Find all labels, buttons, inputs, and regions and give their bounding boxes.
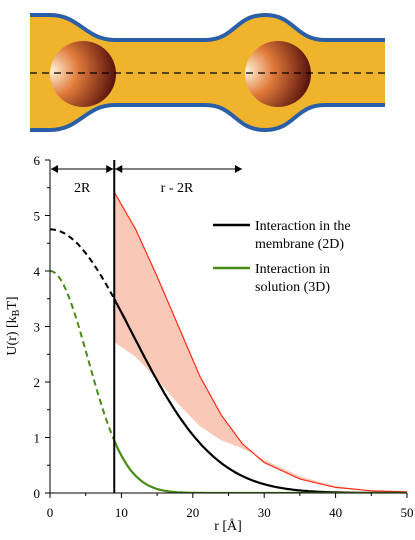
arrow-2r-head-a xyxy=(51,165,58,173)
legend-label-2d: Interaction in the xyxy=(255,219,351,234)
y-tick-label: 3 xyxy=(34,320,41,335)
y-tick-label: 4 xyxy=(34,264,41,279)
x-tick-label: 30 xyxy=(258,505,271,520)
membrane-bottom-edge xyxy=(30,103,385,133)
y-tick-label: 5 xyxy=(34,209,41,224)
y-tick-label: 2 xyxy=(34,375,41,390)
membrane-illustration xyxy=(30,12,385,133)
series-3d-dashed xyxy=(50,270,116,441)
uncertainty-band xyxy=(114,192,407,492)
protein-sphere-right xyxy=(245,41,311,107)
legend-label-3d: solution (3D) xyxy=(255,280,330,295)
y-tick-label: 0 xyxy=(34,486,41,501)
legend-label-2d: membrane (2D) xyxy=(255,237,344,252)
legend-label-3d: Interaction in xyxy=(255,262,330,277)
series-3d-line xyxy=(113,440,407,493)
y-tick-label: 6 xyxy=(34,153,41,168)
arrow-r-minus-2r-head-a xyxy=(115,165,123,173)
x-tick-label: 20 xyxy=(186,505,199,520)
band-upper-edge xyxy=(113,191,407,493)
y-tick-label: 1 xyxy=(34,431,41,446)
annotation-r-minus-2r: r - 2R xyxy=(161,181,194,196)
series-2d-dashed xyxy=(50,228,116,300)
arrow-r-minus-2r-head-b xyxy=(235,165,242,173)
membrane-top-edge xyxy=(30,12,385,42)
x-axis-label: r [Å] xyxy=(214,518,242,534)
legend: Interaction in the membrane (2D) Interacti… xyxy=(213,219,351,295)
x-tick-label: 40 xyxy=(329,505,342,520)
x-tick-label: 50 xyxy=(401,505,414,520)
y-axis-label: U(r) [kBT] xyxy=(5,296,22,355)
arrow-2r-head-b xyxy=(106,165,114,173)
protein-sphere-left xyxy=(50,41,116,107)
x-tick-label: 10 xyxy=(115,505,128,520)
plot-area: 0 1 2 3 4 5 6 0 10 20 30 40 50 2R r - 2R Interaction … xyxy=(5,153,414,534)
annotation-2r: 2R xyxy=(74,181,91,196)
x-tick-label: 0 xyxy=(47,505,54,520)
